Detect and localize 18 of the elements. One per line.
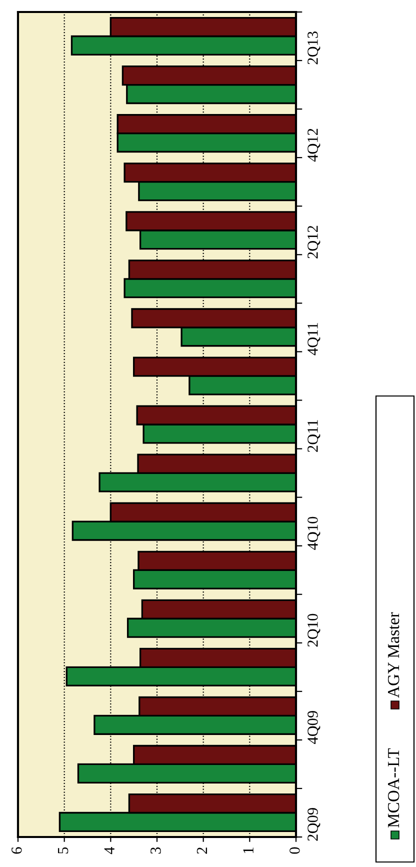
x-tick-label: 4 xyxy=(104,846,114,854)
y-tick-label: 2Q12 xyxy=(308,226,320,258)
x-tick-label: 6 xyxy=(12,847,22,854)
y-tick-label: 2Q10 xyxy=(308,614,320,647)
y-tick-label: 4Q09 xyxy=(308,711,320,744)
text: MCOA--LT xyxy=(388,748,400,828)
x-tick-label: 5 xyxy=(58,847,68,854)
y-tick-label: 2Q09 xyxy=(308,808,320,841)
y-tick-label: 4Q12 xyxy=(308,128,320,162)
text: AGY Master xyxy=(388,612,400,698)
x-tick-label: 1 xyxy=(243,848,254,854)
x-tick-label: 2 xyxy=(196,848,208,854)
y-tick-label: 4Q10 xyxy=(308,516,320,550)
y-tick-label: 2Q11 xyxy=(308,420,320,452)
x-tick-label: 3 xyxy=(150,847,161,854)
x-tick-label: 0 xyxy=(290,847,300,854)
y-tick-label: 2Q13 xyxy=(308,32,320,64)
y-tick-label: 4Q11 xyxy=(308,323,320,356)
